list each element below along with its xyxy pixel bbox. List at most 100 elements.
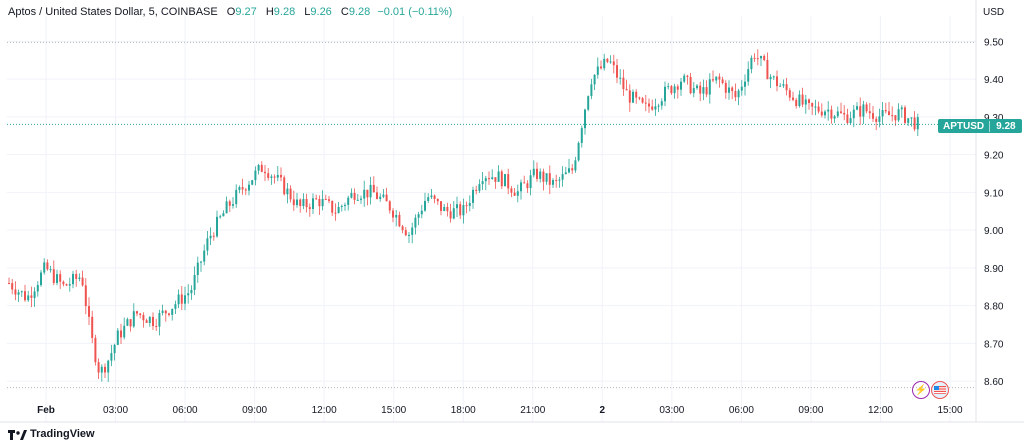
candle-body: [593, 74, 596, 85]
candle-body: [315, 198, 318, 200]
candle-body: [270, 176, 273, 178]
candle-body: [868, 111, 871, 114]
candle-body: [606, 58, 609, 62]
candle-body: [724, 82, 727, 93]
candle-body: [142, 314, 145, 321]
candle-body: [56, 274, 58, 283]
candle-body: [814, 106, 817, 108]
candle-body: [523, 182, 526, 184]
candle-body: [689, 76, 692, 94]
candle-body: [81, 277, 84, 286]
candle-body: [699, 85, 702, 94]
candle-body: [552, 180, 554, 185]
candle-body: [856, 106, 858, 110]
candle-body: [616, 65, 618, 78]
candle-body: [132, 311, 135, 327]
tradingview-brand[interactable]: TradingView: [30, 428, 95, 440]
candle-body: [651, 106, 654, 110]
candle-body: [452, 208, 455, 219]
candle-body: [260, 164, 263, 172]
candle-body: [168, 313, 170, 315]
candle-body: [548, 173, 551, 185]
candle-body: [497, 171, 500, 182]
candle-body: [782, 84, 785, 86]
candle-body: [78, 277, 81, 279]
candle-body: [267, 173, 270, 178]
candle-body: [296, 199, 298, 206]
candle-body: [123, 325, 126, 338]
tradingview-logo-icon[interactable]: [8, 429, 28, 441]
candle-body: [372, 184, 375, 193]
reference-lines: [7, 41, 976, 389]
candle-body: [11, 283, 14, 290]
candle-body: [440, 201, 442, 211]
candle-body: [766, 60, 769, 80]
currency-label[interactable]: USD: [983, 7, 1005, 18]
candle-body: [542, 171, 545, 182]
candle-body: [318, 198, 321, 207]
candle-body: [568, 168, 570, 173]
y-tick-label: 9.00: [984, 226, 1004, 237]
candle-body: [228, 201, 231, 206]
candle-body: [584, 109, 586, 129]
candle-body: [420, 210, 423, 215]
candle-body: [673, 86, 676, 94]
high-value: 9.28: [273, 6, 296, 18]
candle-body: [801, 94, 804, 105]
candle-body: [241, 187, 244, 190]
candle-body: [209, 235, 212, 239]
candle-body: [683, 75, 686, 82]
y-tick-label: 9.10: [984, 188, 1004, 199]
candle-body: [379, 196, 382, 199]
candle-body: [302, 198, 305, 206]
y-tick-label: 8.80: [984, 302, 1004, 313]
candle-body: [292, 199, 295, 206]
candle-body: [894, 115, 897, 121]
candle-body: [264, 171, 266, 174]
candle-body: [286, 188, 289, 195]
change-value: −0.01 (−0.11%): [377, 6, 453, 18]
candle-body: [376, 192, 378, 199]
candle-body: [520, 182, 522, 192]
candle-body: [206, 238, 209, 251]
candle-body: [529, 175, 532, 189]
candle-body: [664, 86, 666, 102]
candle-body: [40, 272, 42, 286]
us-flag-icon[interactable]: [931, 381, 949, 399]
candle-body: [500, 171, 503, 187]
candle-body: [676, 86, 679, 90]
candle-body: [532, 168, 535, 176]
candle-body: [382, 194, 385, 197]
candle-body: [68, 284, 71, 286]
candle-body: [484, 178, 487, 182]
candle-body: [161, 310, 164, 313]
candle-body: [769, 76, 772, 80]
candle-body: [145, 320, 148, 323]
candle-body: [8, 282, 10, 284]
candle-body: [104, 366, 106, 373]
candle-body: [177, 294, 180, 305]
y-tick-label: 9.50: [984, 37, 1004, 48]
candle-body: [136, 311, 138, 314]
lightning-icon[interactable]: ⚡: [912, 381, 930, 399]
candle-body: [865, 104, 868, 112]
candle-body: [59, 274, 62, 282]
candle-body: [401, 226, 404, 231]
candle-body: [465, 205, 468, 207]
price-tag-ticker: APTUSD: [938, 120, 991, 132]
candle-body: [414, 217, 417, 228]
candle-body: [180, 294, 183, 304]
candle-body: [817, 106, 820, 112]
candle-body: [350, 192, 353, 198]
chart-grid: [7, 16, 976, 422]
candle-body: [878, 116, 881, 122]
candle-body: [196, 262, 199, 276]
candle-body: [590, 84, 593, 97]
x-tick-label: 21:00: [520, 405, 545, 416]
candle-body: [849, 118, 852, 124]
candle-body: [120, 330, 122, 338]
candle-body: [641, 98, 644, 103]
x-tick-label: Feb: [37, 405, 55, 416]
candle-body: [795, 99, 798, 107]
